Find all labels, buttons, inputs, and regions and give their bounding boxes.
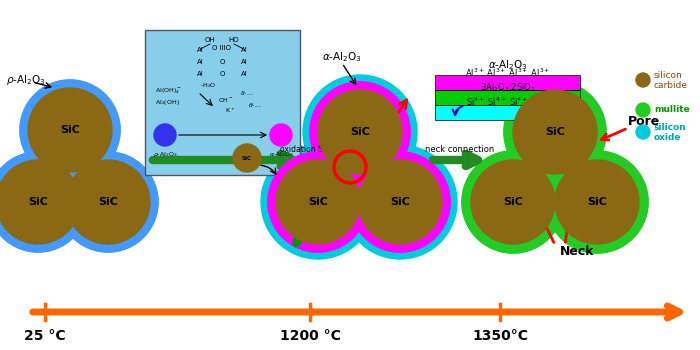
Circle shape bbox=[268, 152, 368, 252]
Text: Al(OH)$_4^-$: Al(OH)$_4^-$ bbox=[155, 86, 181, 96]
Text: O IIIO: O IIIO bbox=[213, 45, 232, 51]
Circle shape bbox=[311, 83, 409, 181]
Text: oxide: oxide bbox=[654, 133, 682, 142]
Bar bbox=[435, 105, 580, 120]
Text: Al: Al bbox=[241, 59, 247, 65]
Text: SiC: SiC bbox=[98, 197, 118, 207]
Circle shape bbox=[310, 82, 410, 182]
Text: -H$_2$O: -H$_2$O bbox=[200, 81, 216, 90]
Text: OH$^-$: OH$^-$ bbox=[218, 96, 234, 104]
Circle shape bbox=[276, 160, 360, 244]
Circle shape bbox=[0, 152, 88, 252]
Circle shape bbox=[303, 75, 417, 189]
Circle shape bbox=[351, 153, 449, 251]
Text: SiC: SiC bbox=[350, 127, 370, 137]
Circle shape bbox=[513, 90, 597, 174]
Text: carbide: carbide bbox=[654, 82, 688, 91]
Bar bbox=[435, 75, 580, 90]
Text: neck connection: neck connection bbox=[426, 145, 495, 154]
Circle shape bbox=[358, 160, 442, 244]
Circle shape bbox=[462, 151, 564, 253]
Text: Si$^{4+}$ Si$^{4+}$ Si$^{4+}$ Si$^{4+}$: Si$^{4+}$ Si$^{4+}$ Si$^{4+}$ Si$^{4+}$ bbox=[466, 96, 550, 108]
Text: HO: HO bbox=[229, 37, 239, 43]
Text: O: O bbox=[219, 59, 225, 65]
Circle shape bbox=[318, 90, 402, 174]
Circle shape bbox=[28, 88, 112, 172]
Ellipse shape bbox=[293, 233, 303, 246]
Text: Al$^{3+}$ Al$^{3+}$ Al$^{3+}$ Al$^{3+}$: Al$^{3+}$ Al$^{3+}$ Al$^{3+}$ Al$^{3+}$ bbox=[465, 67, 550, 79]
Circle shape bbox=[58, 152, 158, 252]
Circle shape bbox=[504, 81, 606, 183]
Circle shape bbox=[58, 152, 158, 252]
Text: $\alpha$-Al$_2$O$_3$: $\alpha$-Al$_2$O$_3$ bbox=[487, 58, 528, 72]
Text: SiO$_2$: SiO$_2$ bbox=[288, 193, 306, 205]
Text: SiC: SiC bbox=[28, 197, 48, 207]
Circle shape bbox=[270, 124, 292, 146]
Text: 3Al$_2$O$_3$:2SiO$_2$: 3Al$_2$O$_3$:2SiO$_2$ bbox=[480, 82, 536, 94]
Circle shape bbox=[268, 152, 368, 252]
Circle shape bbox=[310, 82, 410, 182]
Text: SiC: SiC bbox=[60, 125, 80, 135]
Text: Pore: Pore bbox=[628, 115, 660, 128]
Circle shape bbox=[20, 80, 120, 180]
Text: 1200 °C: 1200 °C bbox=[279, 329, 340, 343]
Text: 25 °C: 25 °C bbox=[25, 329, 66, 343]
Text: $\alpha$-Al$_2$O$_3$: $\alpha$-Al$_2$O$_3$ bbox=[269, 150, 293, 159]
Text: $\alpha$-Al$_2$O$_3$: $\alpha$-Al$_2$O$_3$ bbox=[322, 50, 362, 64]
Text: Al: Al bbox=[241, 47, 247, 53]
Circle shape bbox=[20, 80, 120, 180]
Text: $\theta$-...: $\theta$-... bbox=[248, 101, 261, 109]
Circle shape bbox=[269, 153, 367, 251]
Circle shape bbox=[546, 151, 648, 253]
Text: mullite: mullite bbox=[654, 105, 690, 114]
Circle shape bbox=[350, 152, 450, 252]
Circle shape bbox=[546, 151, 648, 253]
Bar bbox=[145, 30, 300, 175]
Text: Al: Al bbox=[197, 47, 204, 53]
Text: OH: OH bbox=[204, 37, 216, 43]
Circle shape bbox=[233, 144, 261, 172]
Text: $\rho$-Al$_2$O$_3$: $\rho$-Al$_2$O$_3$ bbox=[6, 73, 46, 87]
Text: silicon: silicon bbox=[654, 122, 687, 132]
Circle shape bbox=[636, 125, 650, 139]
Text: $\rho$-Al$_2$O$_3$: $\rho$-Al$_2$O$_3$ bbox=[153, 150, 177, 159]
Text: SiC: SiC bbox=[503, 197, 523, 207]
Ellipse shape bbox=[297, 228, 313, 240]
Text: Al: Al bbox=[197, 71, 204, 77]
Text: silicon: silicon bbox=[654, 70, 682, 79]
Text: SiC: SiC bbox=[545, 127, 565, 137]
Circle shape bbox=[636, 73, 650, 87]
Text: SiC: SiC bbox=[308, 197, 328, 207]
Text: .CO$_2$: .CO$_2$ bbox=[282, 175, 301, 188]
Circle shape bbox=[462, 151, 564, 253]
Text: O$_2$: O$_2$ bbox=[312, 219, 323, 231]
Circle shape bbox=[504, 81, 606, 183]
Circle shape bbox=[343, 145, 457, 259]
Circle shape bbox=[636, 103, 650, 117]
Circle shape bbox=[555, 160, 639, 244]
Circle shape bbox=[154, 124, 176, 146]
Text: SiC: SiC bbox=[390, 197, 410, 207]
Text: Al: Al bbox=[241, 71, 247, 77]
Circle shape bbox=[0, 160, 80, 244]
Text: oxidation SiC: oxidation SiC bbox=[280, 145, 330, 154]
Text: Al: Al bbox=[197, 59, 204, 65]
Circle shape bbox=[0, 152, 88, 252]
Text: K$^+$: K$^+$ bbox=[225, 106, 235, 115]
Circle shape bbox=[261, 145, 375, 259]
Text: Al$_2$(OH): Al$_2$(OH) bbox=[155, 98, 180, 107]
Text: SiC: SiC bbox=[587, 197, 607, 207]
Text: SiC: SiC bbox=[242, 155, 252, 161]
Circle shape bbox=[66, 160, 150, 244]
Text: $\delta$-...: $\delta$-... bbox=[240, 89, 253, 97]
Text: 1350°C: 1350°C bbox=[472, 329, 528, 343]
Text: Neck: Neck bbox=[560, 245, 594, 258]
Circle shape bbox=[350, 152, 450, 252]
Bar bbox=[435, 90, 580, 105]
Text: O: O bbox=[219, 71, 225, 77]
Circle shape bbox=[471, 160, 555, 244]
